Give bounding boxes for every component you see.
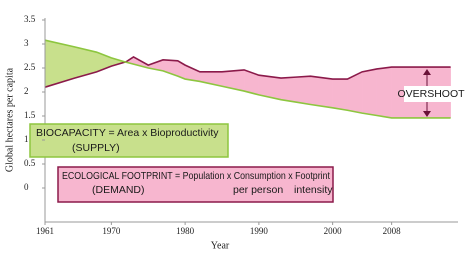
y-tick-label: 0.5: [24, 158, 36, 168]
overshoot-label: OVERSHOOT: [397, 88, 465, 100]
footprint-demand: (DEMAND): [92, 184, 145, 196]
gap-fill: [310, 75, 333, 109]
gap-fill: [332, 78, 348, 111]
footprint-box: [57, 166, 334, 203]
x-tick-label: 1970: [102, 226, 121, 236]
x-tick-label: 2000: [324, 226, 343, 236]
gap-fill: [376, 66, 392, 119]
series-line: [44, 56, 451, 88]
lines: [44, 39, 451, 119]
overshoot-label-bg: [404, 86, 458, 102]
footprint-formula: ECOLOGICAL FOOTPRINT = Population x Cons…: [62, 170, 330, 182]
y-tick-label: 2.5: [24, 62, 36, 72]
y-tick-label: 2: [24, 86, 29, 96]
gap-fill: [361, 68, 378, 116]
x-axis-label: Year: [211, 240, 230, 251]
biocapacity-box: [29, 123, 229, 158]
x-tick-label: 1961: [36, 226, 54, 236]
x-tick-label: 1980: [176, 226, 195, 236]
series-line: [44, 39, 451, 119]
y-tick-label: 1: [24, 134, 29, 144]
y-axis-label: Global hectares per capita: [4, 67, 15, 172]
y-tick-label: 3: [24, 38, 29, 48]
y-tick-label: 3.5: [24, 14, 36, 24]
x-tick-label: 1990: [250, 226, 269, 236]
y-tick-label: 0: [24, 182, 29, 192]
fills: [44, 39, 451, 119]
gap-fill: [280, 76, 296, 103]
y-tick-label: 1.5: [24, 110, 36, 120]
biocapacity-supply: (SUPPLY): [72, 142, 120, 154]
gap-fill: [295, 75, 311, 105]
biocapacity-formula: BIOCAPACITY = Area x Bioproductivity: [36, 127, 219, 139]
x-tick-label: 2008: [383, 226, 402, 236]
footprint-intensity: intensity: [294, 184, 333, 196]
footprint-per-person: per person: [233, 184, 283, 196]
